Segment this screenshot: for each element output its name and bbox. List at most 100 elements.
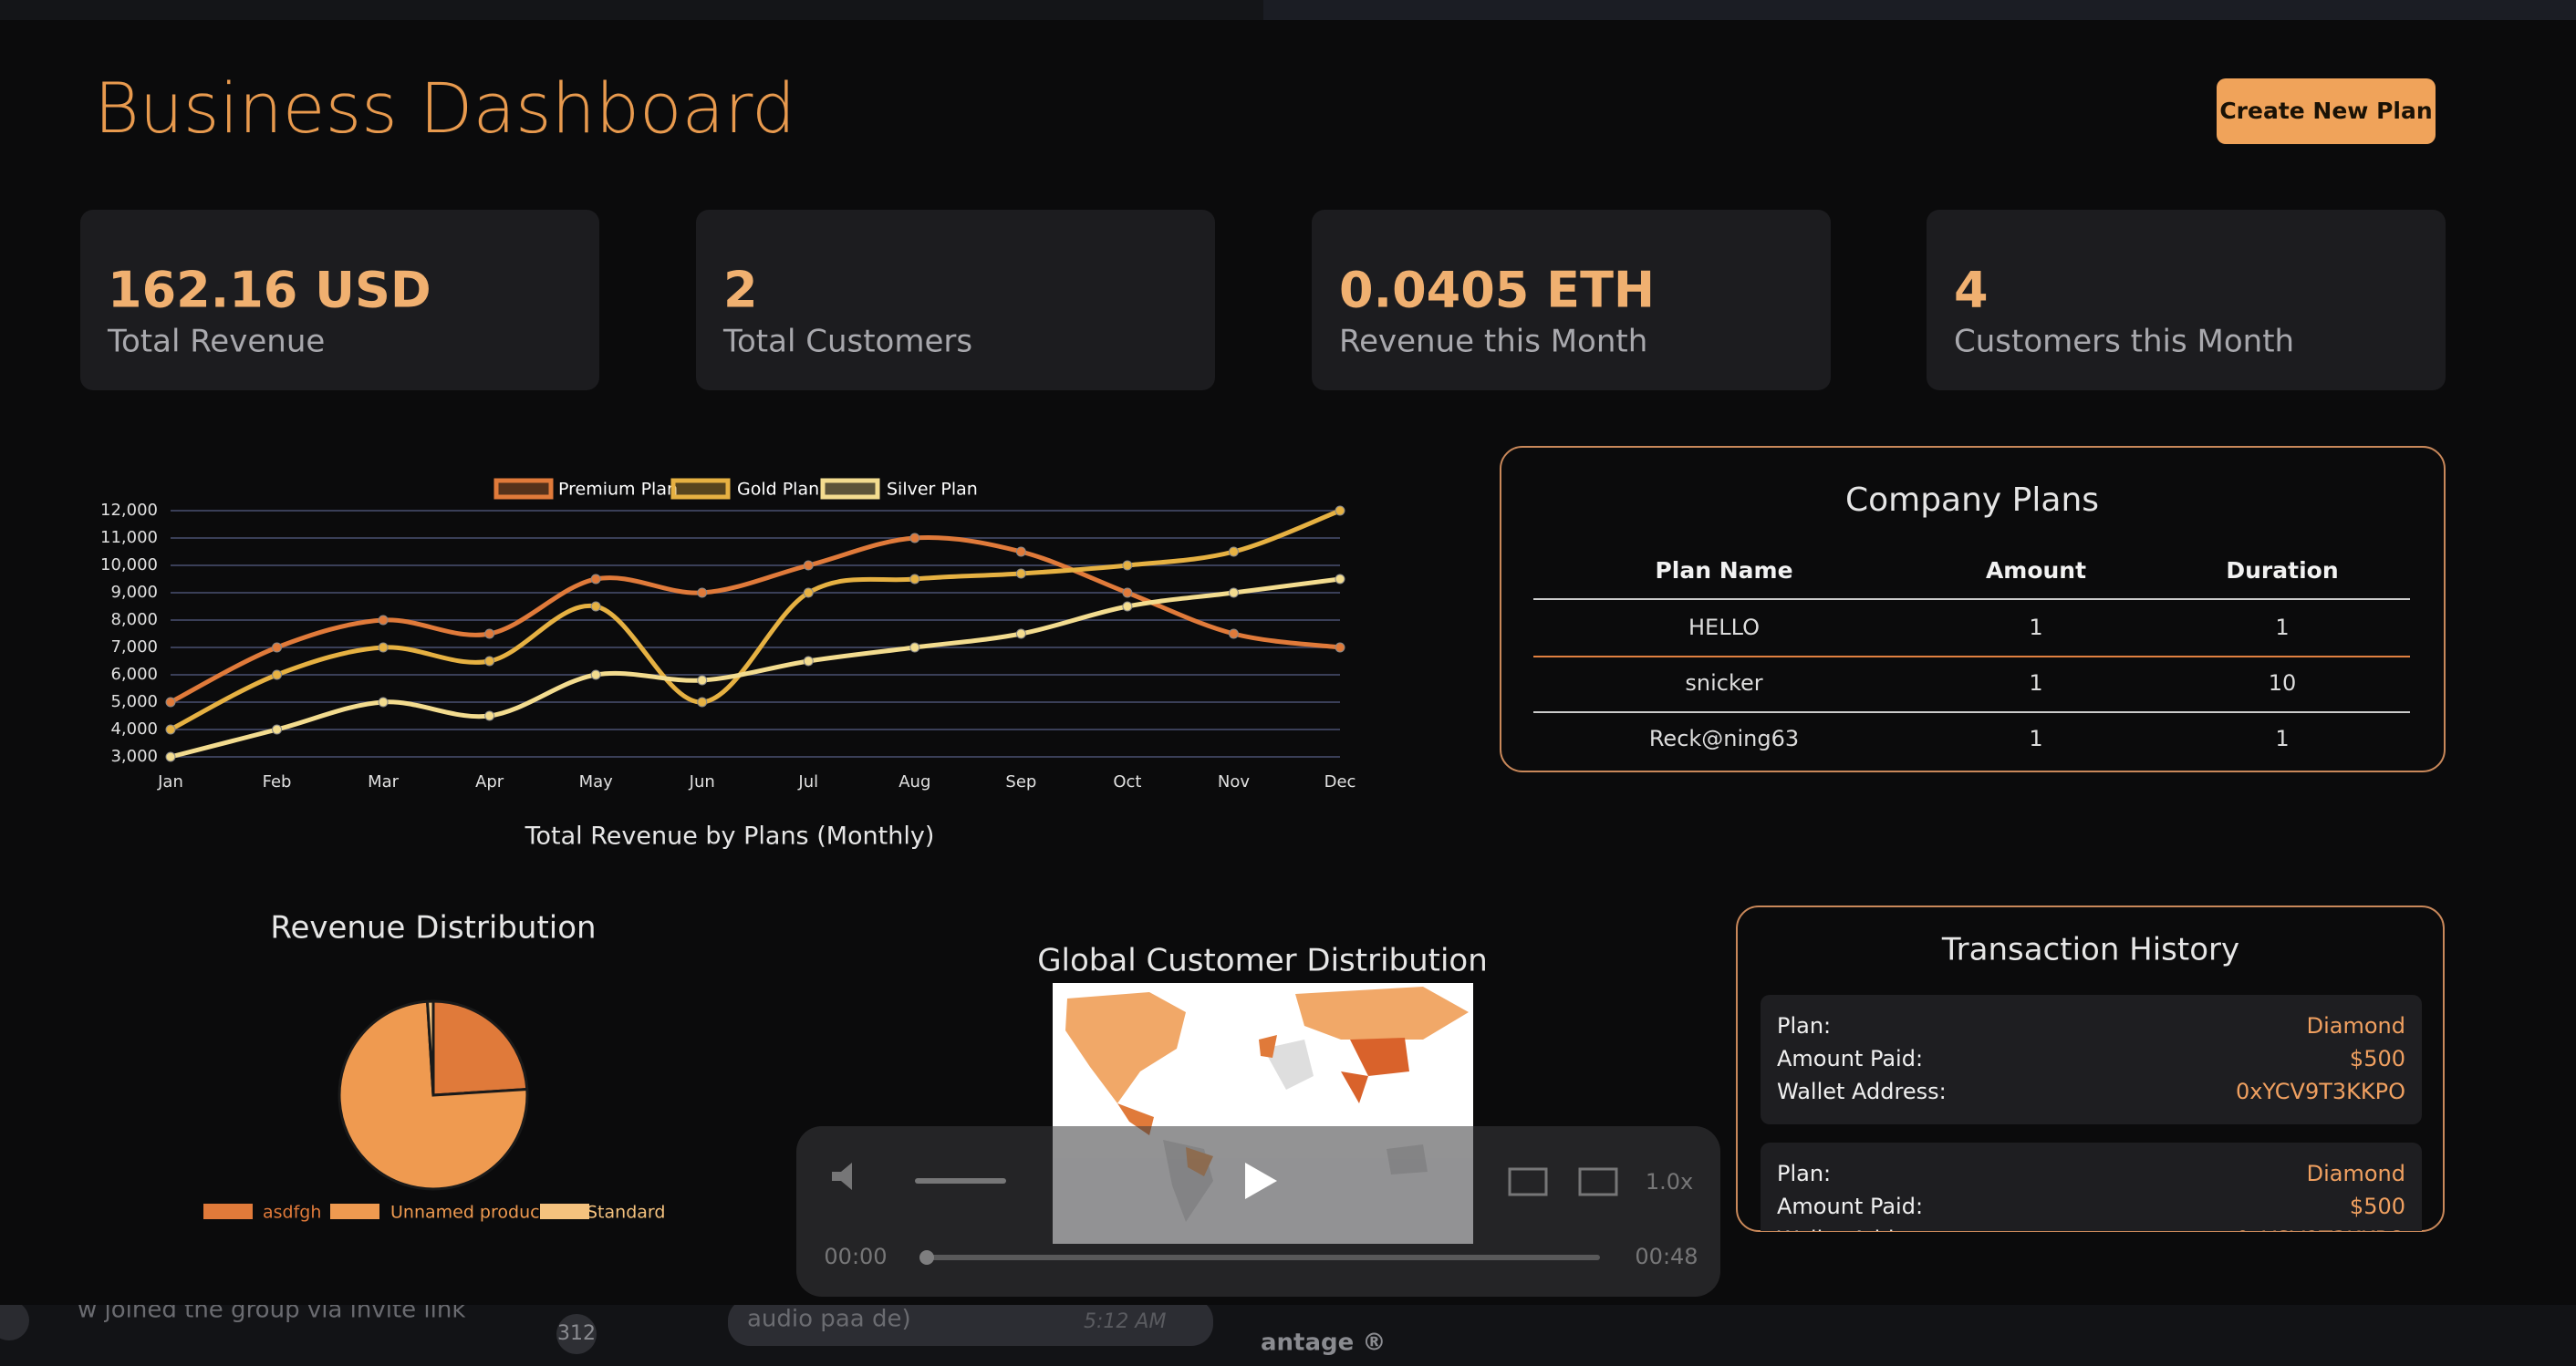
pie-slice [425, 999, 435, 1096]
transaction-field-value: Diamond [2307, 1161, 2405, 1186]
data-point [165, 724, 176, 735]
pie-slice [338, 999, 529, 1191]
transaction-card [1761, 1143, 2422, 1231]
stat-value: 162.16 USD [108, 262, 431, 319]
stat-card [696, 210, 1215, 390]
stat-label: Total Customers [722, 324, 972, 360]
legend-label: Silver Plan [887, 480, 978, 500]
play-icon[interactable] [1245, 1163, 1277, 1199]
data-point [378, 697, 389, 708]
x-tick-label: Dec [1324, 772, 1356, 792]
y-tick-label: 9,000 [110, 583, 158, 602]
map-region [1065, 992, 1186, 1103]
transaction-card [1761, 995, 2422, 1124]
legend-swatch [540, 1204, 589, 1219]
transaction-field-value: 0xYCV9T3KKPO [2236, 1079, 2405, 1104]
table-cell: Reck@ning63 [1649, 726, 1799, 751]
data-point [1335, 574, 1345, 585]
y-tick-label: 11,000 [100, 528, 158, 547]
plans-title: Company Plans [1845, 481, 2099, 519]
data-point [1228, 628, 1239, 639]
background-tab-bar [1263, 0, 2576, 20]
legend-swatch [203, 1204, 253, 1219]
progress-bar[interactable] [923, 1255, 1600, 1260]
data-point [1335, 642, 1345, 653]
y-tick-label: 5,000 [110, 692, 158, 711]
legend-label: Standard [587, 1203, 665, 1223]
x-tick-label: Nov [1218, 772, 1250, 792]
system-message: w joined the group via invite link [78, 1297, 465, 1324]
fullscreen-icon[interactable] [1578, 1167, 1618, 1196]
data-point [272, 669, 283, 680]
volume-slider[interactable] [915, 1178, 1006, 1184]
data-point [1228, 546, 1239, 557]
chart-title: Revenue Distribution [270, 910, 596, 947]
data-point [165, 697, 176, 708]
x-tick-label: Jul [797, 772, 818, 792]
data-point [590, 601, 601, 612]
data-point [378, 642, 389, 653]
speed-label[interactable]: 1.0x [1646, 1169, 1693, 1195]
table-cell: HELLO [1688, 615, 1760, 640]
data-point [484, 710, 495, 721]
create-plan-button-label[interactable]: Create New Plan [2219, 98, 2432, 124]
data-point [909, 642, 920, 653]
unread-badge [556, 1314, 597, 1354]
data-point [697, 697, 708, 708]
chat-time: 5:12 AM [1084, 1310, 1166, 1333]
table-cell: 10 [2269, 670, 2297, 696]
stat-label: Customers this Month [1954, 324, 2294, 360]
table-cell: 1 [2275, 726, 2289, 751]
stat-card [1927, 210, 2446, 390]
transaction-list: Plan: Diamond Amount Paid: $500 Wallet Addre… [1761, 995, 2422, 1252]
y-tick-label: 10,000 [100, 555, 158, 574]
legend-label: Premium Plan [558, 480, 678, 500]
x-tick-label: Aug [898, 772, 930, 792]
stat-value: 0.0405 ETH [1339, 262, 1655, 319]
data-point [590, 574, 601, 585]
data-point [590, 669, 601, 680]
y-tick-label: 4,000 [110, 719, 158, 739]
transaction-field-value: 0xYCV9T3KKPO [2236, 1226, 2405, 1252]
chat-bubble [728, 1305, 1213, 1346]
stat-value: 4 [1954, 262, 1989, 319]
stat-card [80, 210, 599, 390]
progress-knob[interactable] [919, 1250, 934, 1265]
data-point [1122, 587, 1133, 598]
transactions-title: Transaction History [1941, 932, 2239, 968]
map-region [1350, 1038, 1409, 1076]
chat-message: audio paa de) [747, 1306, 911, 1333]
data-point [697, 675, 708, 686]
create-plan-button[interactable] [2217, 78, 2436, 144]
x-tick-label: May [579, 772, 614, 792]
transaction-field-label: Amount Paid: [1777, 1194, 1923, 1219]
chat-strip [0, 1305, 2576, 1366]
stat-card [1312, 210, 1831, 390]
data-point [484, 656, 495, 667]
legend-swatch [493, 478, 554, 500]
x-tick-label: Oct [1113, 772, 1141, 792]
transaction-field-label: Plan: [1777, 1013, 1831, 1039]
table-header: Amount [1986, 557, 2086, 584]
player-bar [796, 1126, 1720, 1297]
data-point [165, 751, 176, 762]
data-point [272, 724, 283, 735]
table-cell: 1 [2029, 726, 2042, 751]
table-cell: 1 [2275, 615, 2289, 640]
volume-icon[interactable] [832, 1163, 852, 1190]
legend-swatch [670, 478, 731, 500]
data-point [1015, 628, 1026, 639]
table-header: Plan Name [1655, 557, 1792, 584]
pip-icon[interactable] [1508, 1167, 1548, 1196]
time-end: 00:48 [1635, 1244, 1698, 1269]
x-tick-label: Jan [157, 772, 183, 792]
x-tick-label: Feb [263, 772, 292, 792]
avatar [0, 1305, 29, 1340]
transaction-field-value: $500 [2350, 1194, 2405, 1219]
data-point [1228, 587, 1239, 598]
time-start: 00:00 [824, 1244, 887, 1269]
transaction-field-label: Wallet Address: [1777, 1226, 1947, 1252]
legend-swatch [330, 1204, 379, 1219]
